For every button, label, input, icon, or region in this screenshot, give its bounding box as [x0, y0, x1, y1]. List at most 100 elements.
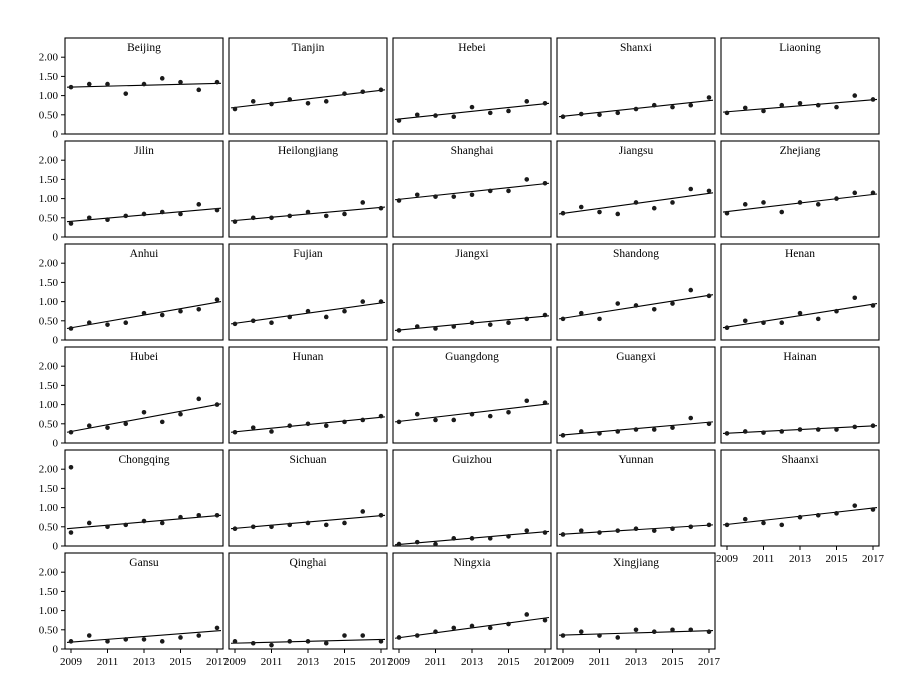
data-point: [633, 303, 639, 308]
data-point: [761, 430, 766, 435]
y-tick-label: 1.50: [39, 71, 59, 83]
data-point: [487, 322, 493, 327]
data-point: [378, 87, 384, 93]
data-point: [123, 637, 129, 642]
data-point: [232, 429, 238, 435]
data-point: [451, 417, 457, 423]
data-point: [105, 425, 110, 430]
data-point: [305, 520, 311, 526]
x-tick-label: 2011: [589, 656, 611, 668]
panel-border: [720, 37, 880, 135]
data-point: [469, 104, 475, 110]
data-point: [761, 520, 766, 526]
data-point: [196, 202, 202, 207]
panel-title: Gansu: [129, 557, 159, 569]
panel-title: Shanghai: [451, 145, 494, 157]
data-point: [68, 221, 74, 226]
data-point: [542, 530, 548, 535]
panel-title: Guangdong: [445, 351, 499, 363]
data-point: [706, 421, 712, 427]
data-point: [269, 524, 274, 530]
data-point: [196, 396, 202, 402]
data-point: [86, 320, 92, 326]
data-point: [578, 204, 584, 210]
data-point: [232, 639, 238, 644]
data-point: [542, 100, 548, 106]
data-point: [360, 417, 366, 423]
data-point: [378, 413, 384, 419]
data-point: [597, 316, 602, 322]
panel-hebei: Hebei: [392, 37, 552, 135]
data-point: [342, 91, 347, 96]
y-tick-label: 1.00: [39, 605, 59, 617]
panel-title: Tianjin: [292, 42, 325, 54]
data-point: [214, 512, 220, 518]
data-point: [250, 425, 256, 430]
data-point: [105, 322, 110, 327]
x-tick-label: 2009: [388, 656, 411, 668]
panel-title: Chongqing: [118, 454, 169, 466]
data-point: [287, 522, 293, 528]
data-point: [487, 413, 493, 419]
data-point: [141, 409, 147, 415]
data-point: [688, 415, 694, 421]
data-point: [433, 629, 438, 635]
panel-title: Shanxi: [620, 42, 652, 54]
panel-border: [228, 140, 388, 238]
data-point: [323, 423, 329, 429]
x-tick-label: 2009: [716, 553, 739, 565]
panel-title: Hainan: [783, 351, 816, 363]
data-point: [615, 301, 621, 306]
panel-heilongjiang: Heilongjiang: [228, 140, 388, 238]
data-point: [742, 105, 748, 111]
data-point: [688, 627, 694, 633]
panel-hubei: Hubei 0 0.50 1.00 1.50 2.00: [39, 346, 224, 450]
data-point: [178, 211, 183, 217]
trend-line: [66, 630, 222, 644]
y-tick-label: 2.00: [39, 361, 59, 373]
data-point: [214, 297, 220, 302]
data-point: [487, 625, 493, 631]
x-tick-label: 2011: [753, 553, 775, 565]
data-point: [323, 99, 329, 104]
data-point: [779, 522, 785, 528]
panel-title: Sichuan: [289, 454, 326, 466]
data-point: [706, 95, 712, 100]
x-tick-label: 2017: [862, 553, 885, 565]
data-point: [506, 188, 511, 194]
data-point: [159, 520, 165, 526]
x-tick-label: 2017: [698, 656, 721, 668]
data-point: [250, 524, 256, 530]
data-point: [578, 111, 584, 117]
data-point: [396, 541, 402, 547]
data-point: [742, 318, 748, 324]
panel-title: Jiangxi: [455, 248, 488, 260]
data-point: [414, 633, 420, 638]
data-point: [815, 512, 821, 518]
y-tick-label: 0.50: [39, 624, 59, 636]
data-point: [870, 190, 876, 196]
trend-line: [394, 182, 550, 201]
data-point: [615, 635, 621, 640]
data-point: [524, 398, 530, 404]
trend-line: [722, 302, 878, 329]
data-point: [870, 507, 876, 512]
data-point: [123, 522, 129, 528]
data-point: [86, 633, 92, 638]
data-point: [706, 293, 712, 299]
y-tick-label: 0.50: [39, 418, 59, 430]
data-point: [670, 627, 675, 633]
outlier-point: [68, 464, 74, 470]
data-point: [688, 186, 694, 192]
trend-line: [230, 89, 386, 109]
data-point: [524, 316, 530, 322]
data-point: [724, 522, 730, 528]
data-point: [469, 320, 475, 326]
data-point: [323, 314, 329, 320]
panel-guangdong: Guangdong: [392, 346, 552, 444]
data-point: [287, 97, 293, 102]
data-point: [670, 301, 675, 306]
data-point: [141, 637, 147, 642]
data-point: [232, 526, 238, 532]
